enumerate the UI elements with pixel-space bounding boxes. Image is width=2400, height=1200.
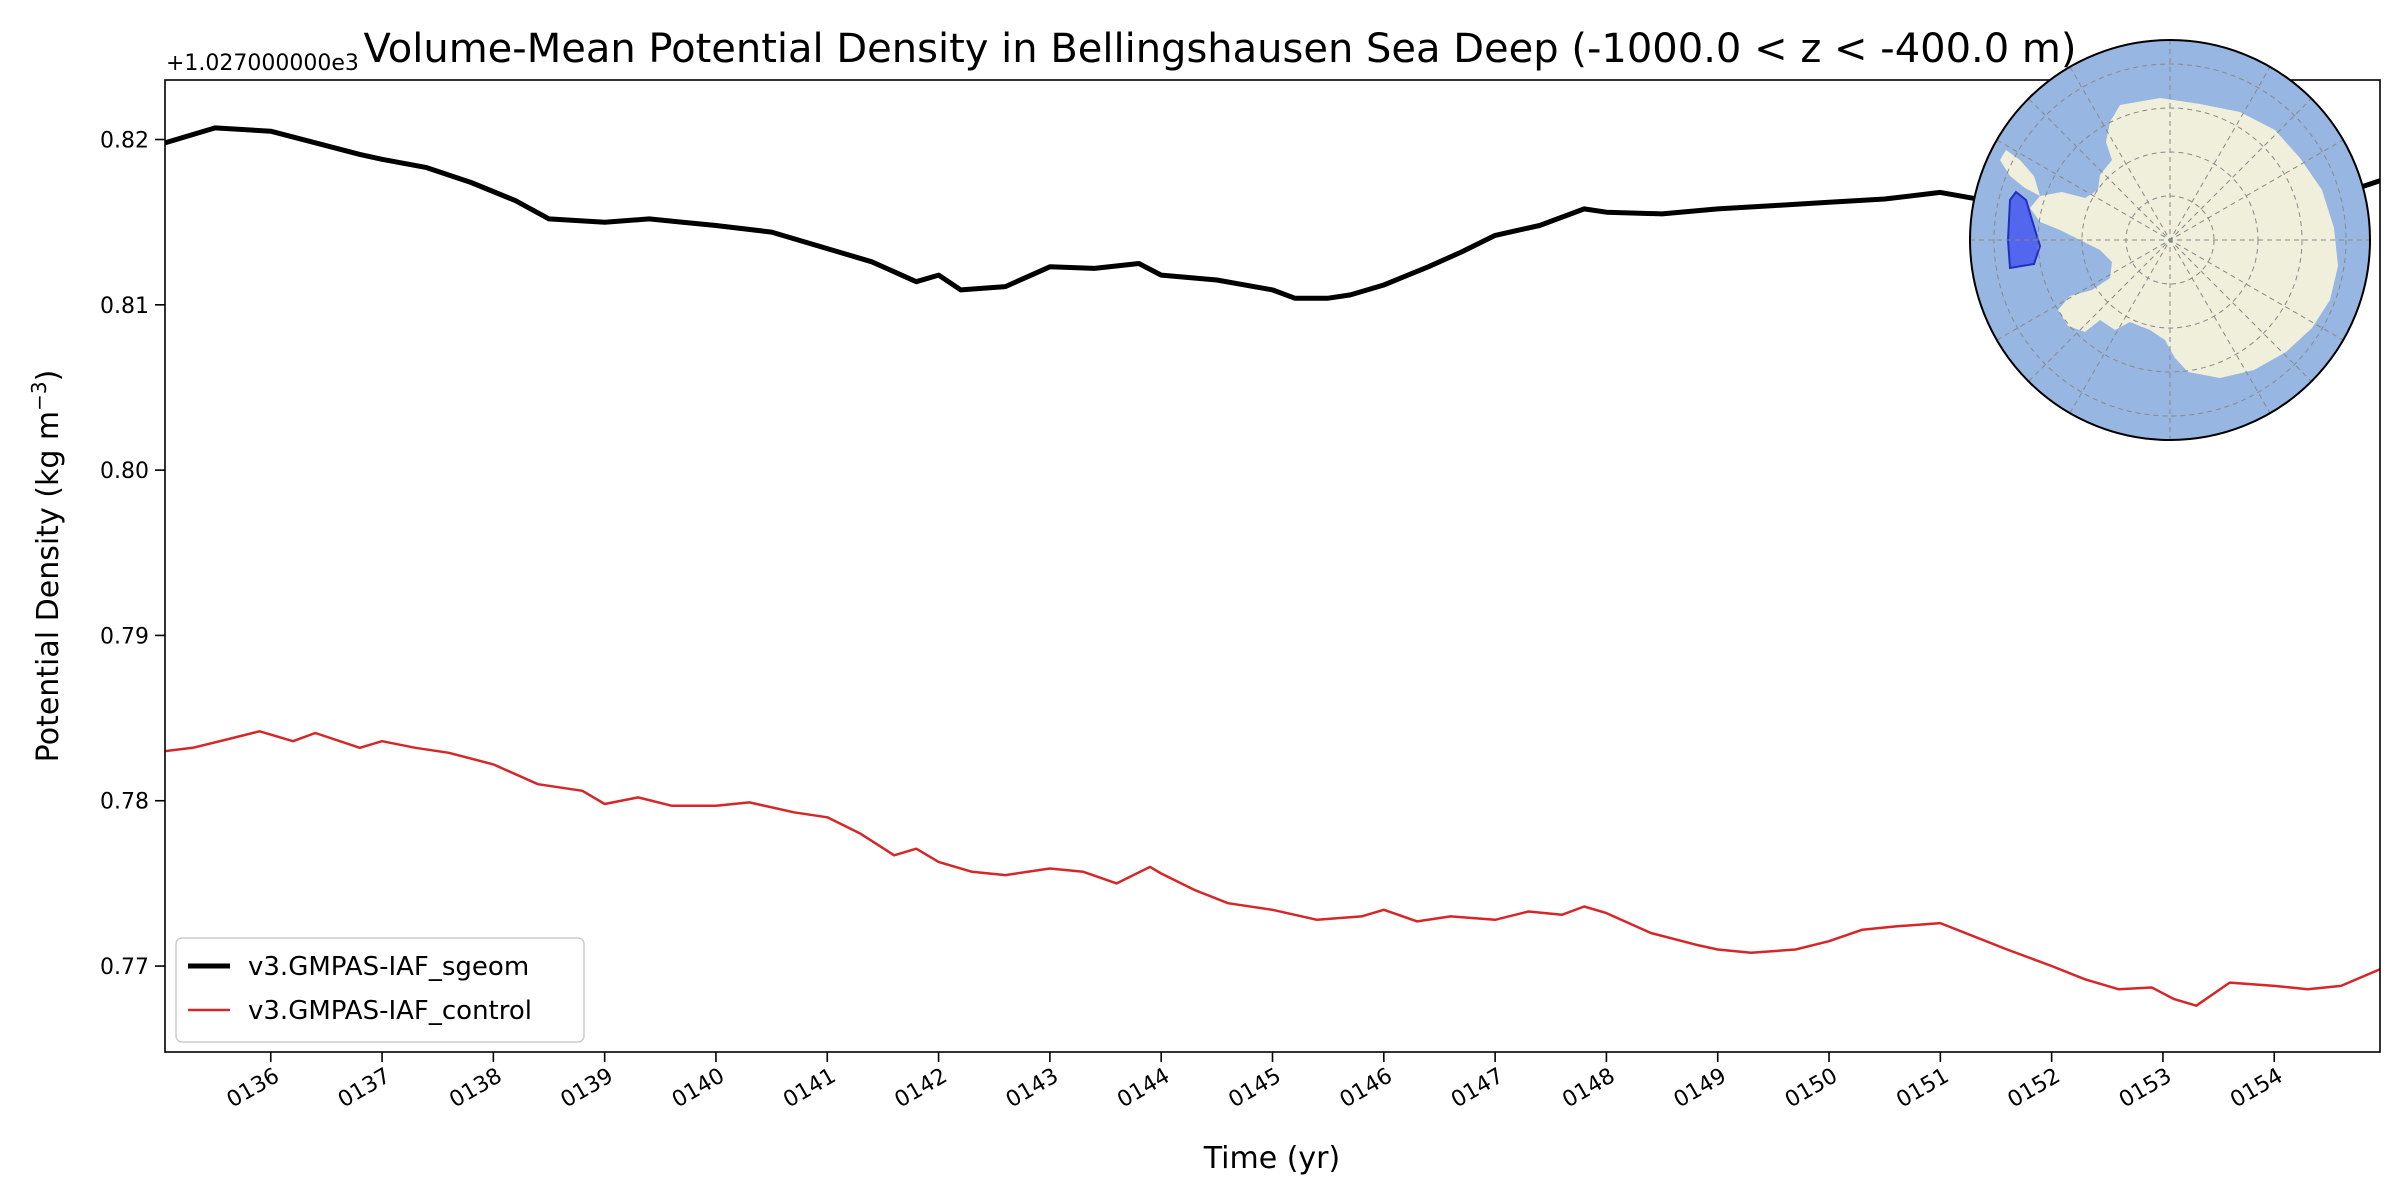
y-tick-label: 0.81 (100, 294, 149, 319)
legend-label-sgeom: v3.GMPAS-IAF_sgeom (248, 952, 529, 982)
legend: v3.GMPAS-IAF_sgeom v3.GMPAS-IAF_control (175, 937, 585, 1043)
y-axis-title-superscript: −3 (27, 381, 51, 410)
y-axis-title-suffix: ) (31, 370, 66, 382)
y-axis: 0.77 0.78 0.79 0.80 0.81 0.82 (100, 129, 165, 980)
x-axis-title: Time (yr) (1203, 1141, 1340, 1176)
y-tick-label: 0.79 (100, 624, 149, 649)
inset-antarctica-land (2030, 98, 2338, 378)
inset-graticule (1970, 40, 2370, 440)
y-offset-label: +1.027000000e3 (166, 51, 359, 76)
y-tick-label: 0.78 (100, 790, 149, 815)
series-line-sgeom (165, 125, 2380, 301)
legend-label-control: v3.GMPAS-IAF_control (248, 996, 532, 1026)
inset-border (1969, 39, 2371, 441)
inset-region-bellingshausen (2006, 190, 2042, 270)
y-tick-label: 0.80 (100, 459, 149, 484)
y-axis-title-main: Potential Density (kg m (31, 411, 66, 762)
inset-map (1969, 39, 2371, 441)
chart-title: Volume-Mean Potential Density in Belling… (364, 26, 2077, 72)
y-tick-label: 0.77 (100, 955, 149, 980)
y-tick-label: 0.82 (100, 129, 149, 154)
inset-peninsula (2000, 150, 2040, 196)
legend-box (175, 937, 585, 1043)
y-axis-title: Potential Density (kg m−3) (27, 370, 66, 763)
series-line-control (165, 730, 2380, 1007)
